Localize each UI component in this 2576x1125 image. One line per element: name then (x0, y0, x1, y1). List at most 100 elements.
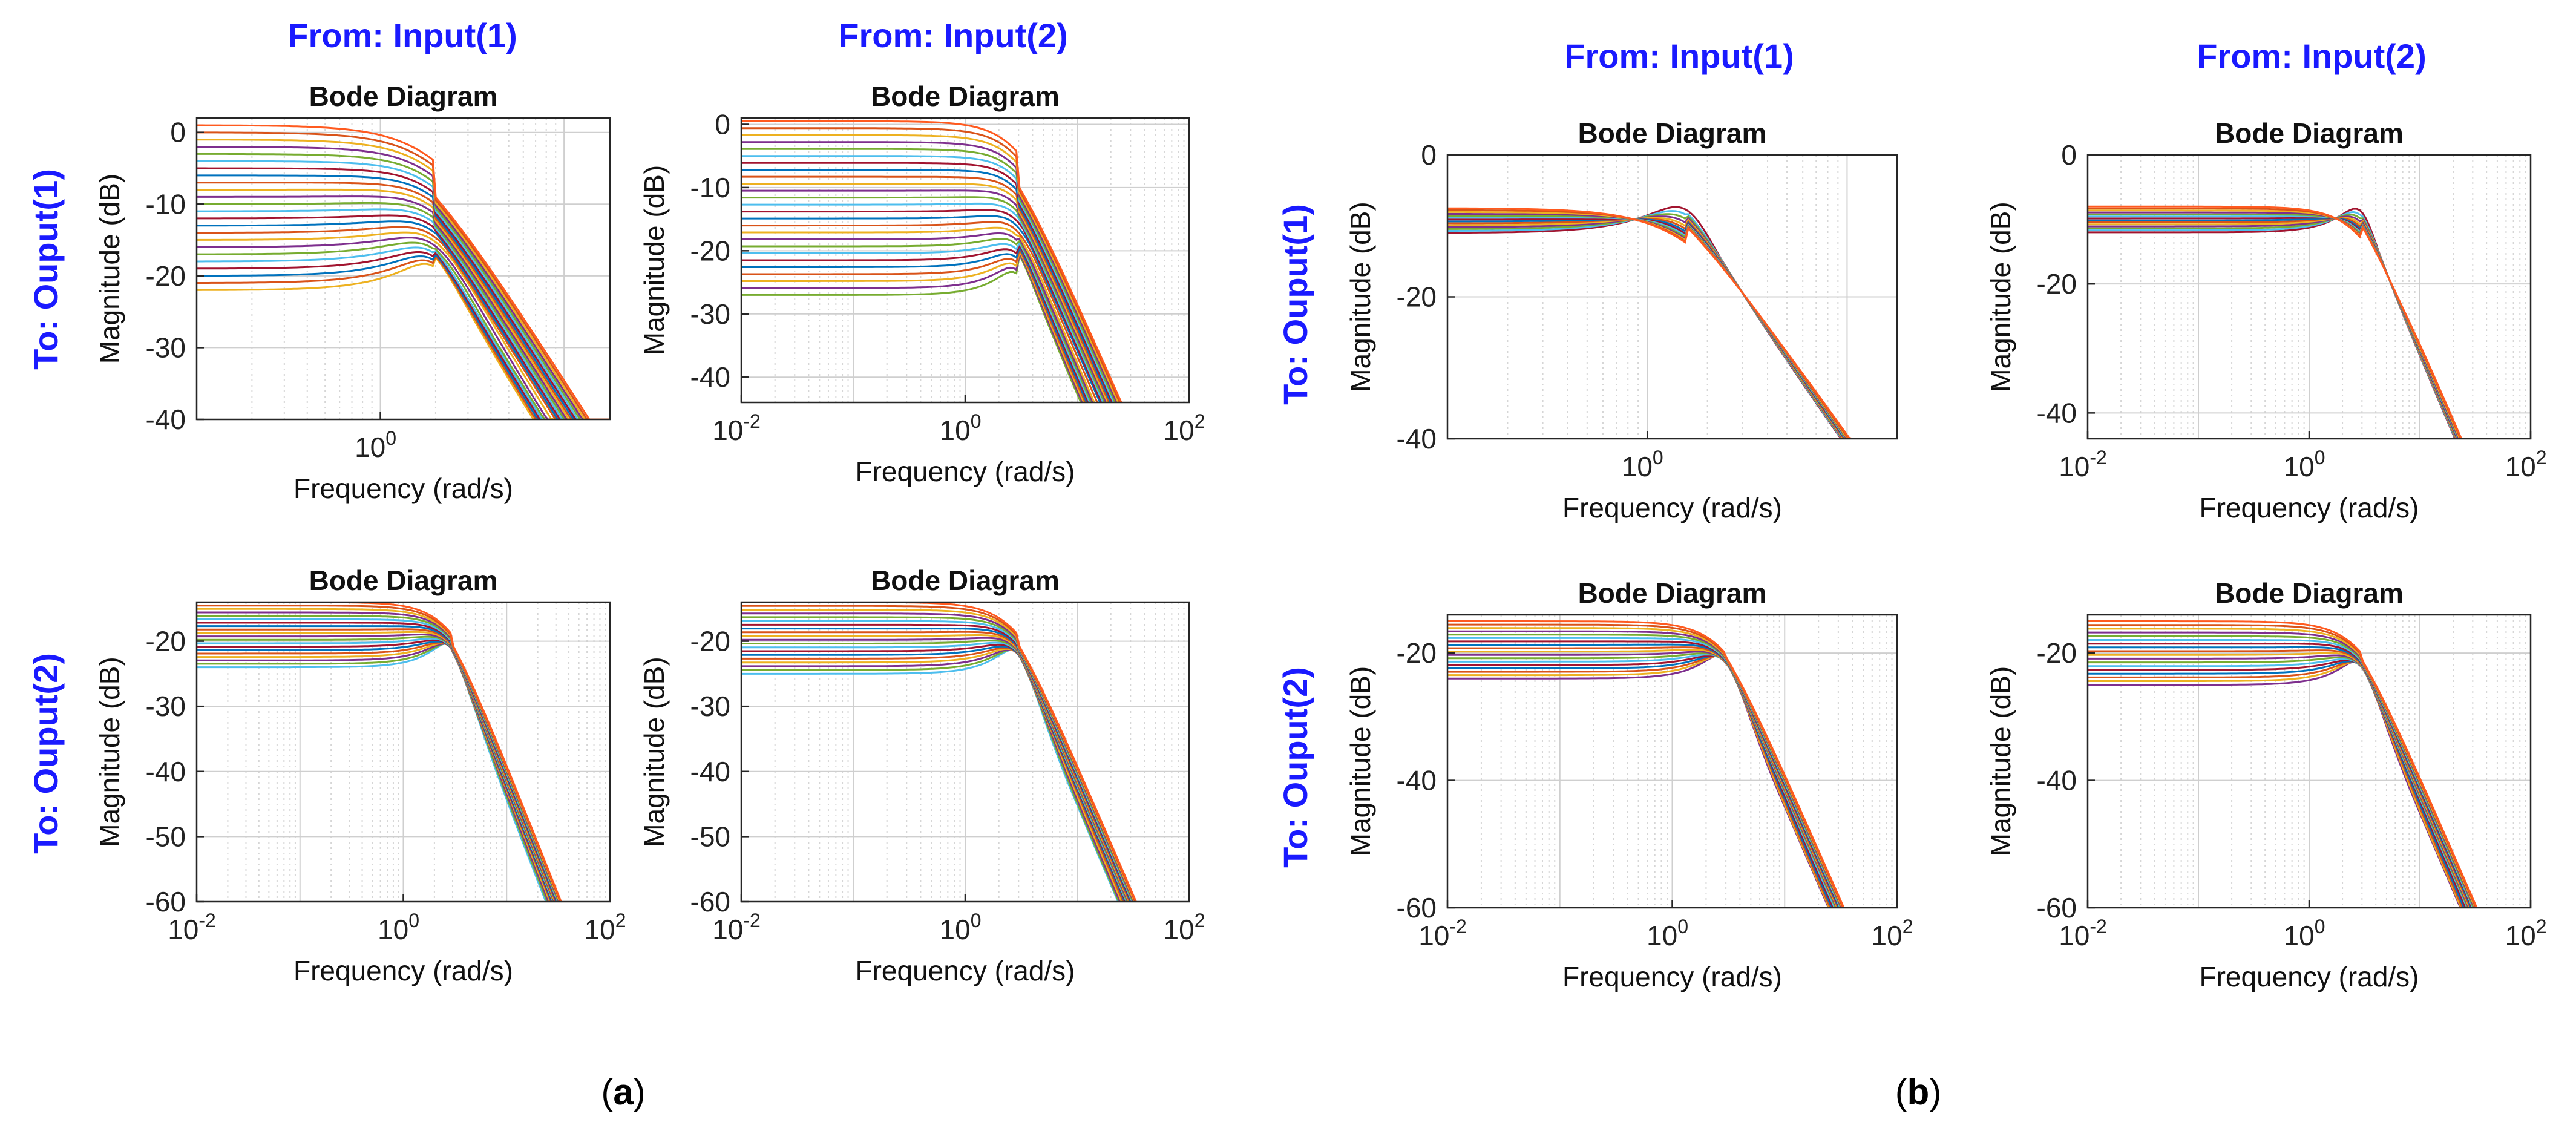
y-tick-label: -60 (2037, 892, 2077, 923)
magnitude-curve (741, 241, 1091, 402)
magnitude-curve (2088, 661, 2463, 908)
magnitude-curve (197, 208, 610, 419)
y-tick-label: -40 (1397, 423, 1437, 454)
x-tick-label: 100 (2284, 447, 2325, 482)
y-tick-label: -20 (146, 260, 186, 292)
bode-subplot: 0 -10 -20 -30 -40 100 Bode Diagram Frequency (r… (94, 80, 611, 504)
magnitude-curve (197, 160, 610, 419)
magnitude-curve (197, 246, 610, 419)
x-tick-label: 100 (940, 410, 982, 446)
x-axis-label: Frequency (rad/s) (2199, 492, 2419, 523)
x-tick-label: 100 (1647, 916, 1688, 951)
y-tick-label: -10 (690, 172, 730, 203)
magnitude-curve (741, 189, 1107, 402)
magnitude-curve (741, 127, 1121, 402)
magnitude-curve (197, 182, 610, 419)
magnitude-curve (2088, 205, 2463, 439)
magnitude-curve (1447, 655, 1832, 908)
magnitude-curve (2088, 660, 2465, 908)
y-tick-label: 0 (2061, 139, 2077, 171)
curve-family (1447, 206, 1897, 439)
column-title: From: Input(1) (1564, 37, 1794, 75)
y-tick-label: -20 (2037, 637, 2077, 669)
subplot-title: Bode Diagram (2215, 577, 2404, 609)
curve-family (197, 602, 562, 902)
magnitude-curve (197, 220, 610, 419)
x-axis-label: Frequency (rad/s) (293, 473, 513, 504)
magnitude-curve (197, 195, 610, 419)
magnitude-curve (741, 249, 1085, 402)
x-tick-label: 102 (1164, 410, 1205, 446)
y-tick-label: 0 (1421, 139, 1437, 171)
curve-family (741, 602, 1138, 902)
magnitude-curve (741, 243, 1090, 402)
x-axis-label: Frequency (rad/s) (855, 955, 1075, 986)
x-axis-label: Frequency (rad/s) (1562, 961, 1782, 992)
magnitude-curve (741, 215, 1101, 402)
row-title: To: Ouput(2) (1276, 667, 1314, 868)
x-tick-label: 10-2 (712, 910, 761, 945)
magnitude-curve (1447, 207, 1897, 439)
magnitude-curve (197, 188, 610, 419)
x-tick-label: 102 (2505, 447, 2547, 482)
panel-label: (a) (601, 1072, 645, 1112)
y-tick-label: 0 (170, 117, 186, 148)
y-tick-label: -50 (690, 821, 730, 852)
y-axis-label: Magnitude (dB) (638, 657, 670, 847)
magnitude-curve (741, 602, 1138, 902)
y-tick-label: -40 (690, 756, 730, 787)
magnitude-curve (741, 209, 1103, 402)
magnitude-curve (741, 141, 1118, 402)
y-tick-label: -20 (690, 626, 730, 657)
column-title: From: Input(2) (2197, 37, 2426, 75)
magnitude-curve (1447, 654, 1836, 908)
y-axis-label: Magnitude (dB) (638, 165, 670, 356)
y-tick-label: -20 (2037, 268, 2077, 300)
magnitude-curve (197, 226, 610, 419)
magnitude-curve (741, 120, 1122, 402)
magnitude-curve (2088, 211, 2457, 439)
column-title: From: Input(2) (838, 16, 1067, 54)
magnitude-curve (741, 226, 1095, 402)
magnitude-curve (2088, 659, 2467, 908)
magnitude-curve (741, 183, 1109, 402)
x-tick-label: 102 (2505, 916, 2547, 951)
y-tick-label: -20 (690, 235, 730, 266)
magnitude-curve (741, 169, 1112, 402)
bode-subplot: 0 -20 -40 10-2 100 102 Bode Diagram Frequency (… (1985, 117, 2547, 523)
curve-family (2088, 205, 2463, 439)
column-title: From: Input(1) (287, 16, 517, 54)
y-axis-label: Magnitude (dB) (1985, 666, 2016, 857)
panel-a: From: Input(1) From: Input(2) To: Ouput(1)… (27, 16, 1205, 1112)
magnitude-curve (2088, 620, 2478, 908)
magnitude-curve (741, 247, 1087, 402)
magnitude-curve (197, 174, 610, 419)
x-tick-label: 100 (2284, 916, 2325, 951)
magnitude-curve (741, 252, 1082, 402)
y-tick-label: -40 (1397, 765, 1437, 796)
bode-subplot: 0 -10 -20 -30 -40 10-2 100 102 Bode Diagram Frequ… (638, 80, 1205, 487)
magnitude-curve (197, 153, 610, 419)
magnitude-curve (741, 245, 1088, 402)
magnitude-curve (2088, 661, 2462, 908)
row-title: To: Ouput(1) (1276, 204, 1314, 405)
y-tick-label: -50 (146, 821, 186, 852)
x-tick-label: 10-2 (2059, 447, 2107, 482)
x-tick-label: 102 (585, 910, 626, 945)
subplot-title: Bode Diagram (1578, 577, 1767, 609)
magnitude-curve (741, 148, 1116, 402)
magnitude-curve (197, 643, 548, 902)
row-title: To: Ouput(2) (27, 653, 65, 854)
magnitude-curve (197, 131, 610, 419)
magnitude-curve (197, 237, 610, 419)
subplot-title: Bode Diagram (309, 565, 498, 596)
subplot-title: Bode Diagram (2215, 117, 2404, 149)
magnitude-curve (1447, 655, 1833, 908)
y-tick-label: -40 (2037, 397, 2077, 428)
magnitude-curve (741, 134, 1119, 402)
magnitude-curve (741, 648, 1123, 902)
magnitude-curve (197, 124, 610, 419)
